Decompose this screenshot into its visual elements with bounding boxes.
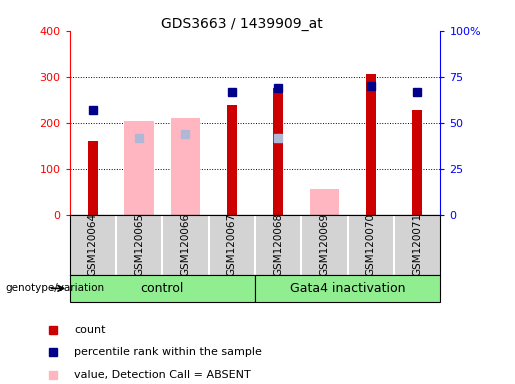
Text: value, Detection Call = ABSENT: value, Detection Call = ABSENT	[74, 369, 251, 379]
Text: count: count	[74, 325, 106, 335]
Text: GSM120070: GSM120070	[366, 213, 376, 276]
Text: GSM120066: GSM120066	[180, 213, 191, 276]
Text: GSM120067: GSM120067	[227, 213, 237, 276]
Text: GSM120068: GSM120068	[273, 213, 283, 276]
Bar	[310, 189, 339, 215]
FancyBboxPatch shape	[255, 275, 440, 302]
Bar	[413, 110, 422, 215]
Bar	[125, 121, 153, 215]
Text: GSM120064: GSM120064	[88, 213, 98, 276]
Text: GSM120065: GSM120065	[134, 213, 144, 276]
Bar	[88, 141, 97, 215]
Text: genotype/variation: genotype/variation	[5, 283, 104, 293]
Text: GSM120069: GSM120069	[319, 213, 330, 276]
Bar	[171, 118, 200, 215]
Bar	[273, 88, 283, 215]
Text: GSM120071: GSM120071	[412, 213, 422, 276]
Bar	[366, 74, 375, 215]
FancyBboxPatch shape	[70, 275, 255, 302]
Bar	[227, 105, 236, 215]
Text: percentile rank within the sample: percentile rank within the sample	[74, 348, 262, 358]
Text: GDS3663 / 1439909_at: GDS3663 / 1439909_at	[161, 17, 323, 31]
Text: control: control	[141, 282, 184, 295]
Text: Gata4 inactivation: Gata4 inactivation	[290, 282, 405, 295]
